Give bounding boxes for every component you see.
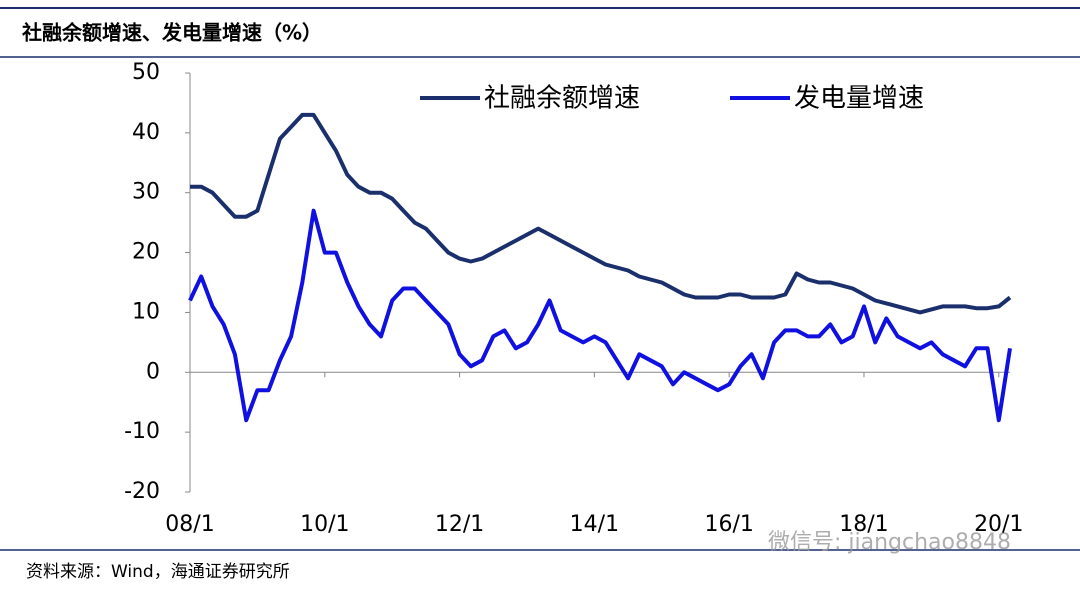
y-tick-label: 30 <box>132 180 160 205</box>
x-tick-label: 10/1 <box>300 512 349 537</box>
x-tick-label: 20/1 <box>974 512 1023 537</box>
y-tick-label: 0 <box>146 359 160 384</box>
x-tick-label: 08/1 <box>165 512 214 537</box>
x-tick-label: 14/1 <box>570 512 619 537</box>
x-tick-label: 12/1 <box>435 512 484 537</box>
x-tick-label: 18/1 <box>839 512 888 537</box>
legend-label: 社融余额增速 <box>484 84 640 114</box>
source: 资料来源：Wind，海通证券研究所 <box>26 562 290 582</box>
series-line <box>190 112 1012 315</box>
y-tick-label: 40 <box>132 120 160 145</box>
y-tick-label: 10 <box>132 299 160 324</box>
series-line <box>188 208 1012 423</box>
y-tick-label: 20 <box>132 240 160 265</box>
y-tick-label: 50 <box>132 60 160 85</box>
y-tick-label: -20 <box>124 479 160 504</box>
x-tick-label: 16/1 <box>704 512 753 537</box>
legend-label: 发电量增速 <box>794 84 924 114</box>
watermark: 微信号: jiangchao8848 <box>768 530 1011 555</box>
y-tick-label: -10 <box>124 419 160 444</box>
chart-title: 社融余额增速、发电量增速（%） <box>21 21 322 45</box>
